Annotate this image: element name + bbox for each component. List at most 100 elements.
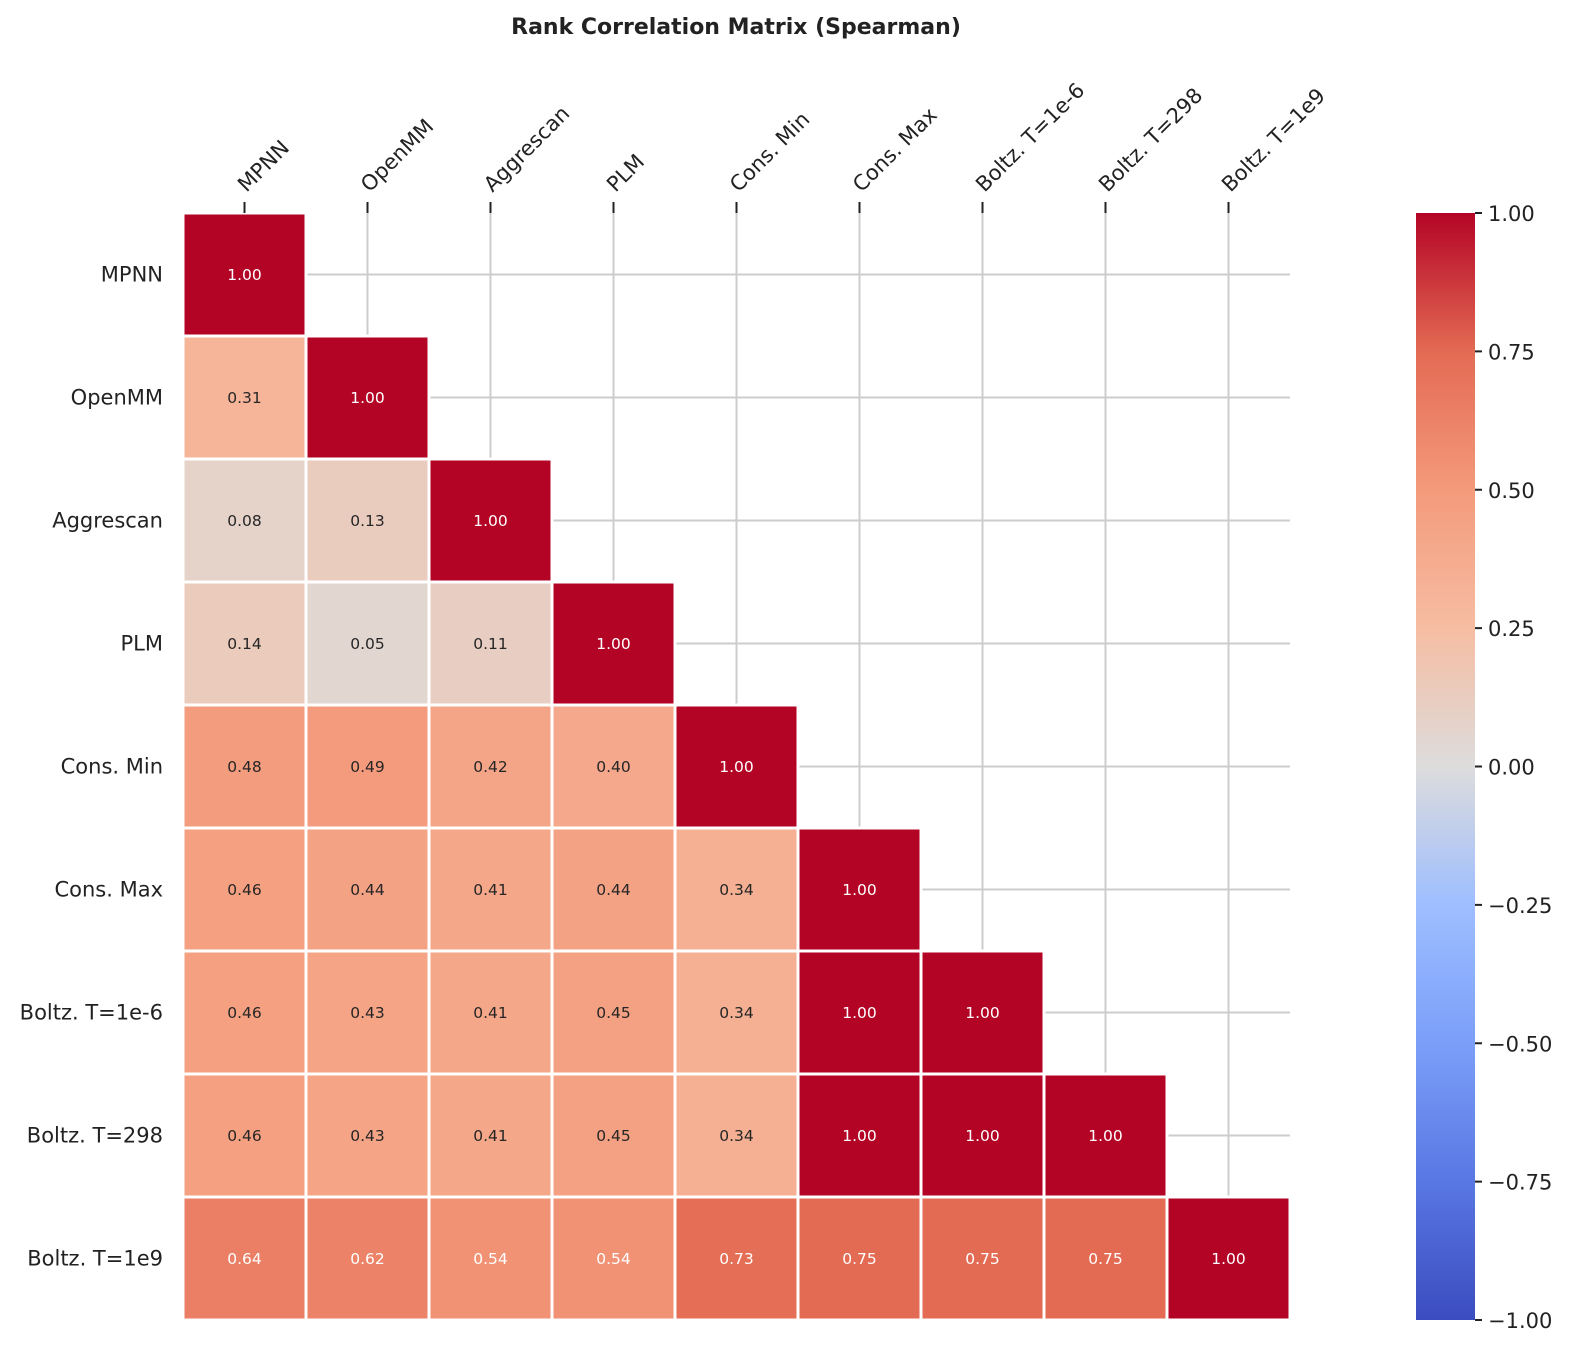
cell-value-label: 0.75	[842, 1250, 877, 1268]
cell-value-label: 0.41	[473, 1127, 508, 1145]
cell-value-label: 1.00	[473, 512, 508, 530]
heatmap-cell	[796, 1195, 923, 1322]
cell-value-label: 0.49	[350, 758, 385, 776]
heatmap-cell	[304, 1195, 431, 1322]
x-tick-label-openmm: OpenMM	[356, 114, 438, 196]
heatmap-cell	[673, 826, 800, 953]
heatmap-cell	[1165, 1195, 1292, 1322]
heatmap-cell	[304, 826, 431, 953]
cell-value-label: 0.45	[596, 1127, 631, 1145]
y-tick-label-boltz-t-298: Boltz. T=298	[27, 1124, 163, 1148]
cell-value-label: 0.64	[227, 1250, 262, 1268]
cell-value-label: 1.00	[965, 1127, 1000, 1145]
heatmap-cell	[550, 580, 677, 707]
heatmap-cell	[304, 457, 431, 584]
cell-value-label: 1.00	[227, 266, 262, 284]
colorbar-tick-label: 0.75	[1488, 340, 1535, 364]
heatmap-cell	[673, 1195, 800, 1322]
cell-value-label: 0.43	[350, 1127, 385, 1145]
heatmap-cell	[181, 949, 308, 1076]
cell-value-label: 0.46	[227, 1004, 262, 1022]
heatmap-cell	[673, 703, 800, 830]
x-tick-label-mpnn: MPNN	[233, 136, 294, 197]
cell-value-label: 1.00	[965, 1004, 1000, 1022]
cell-value-label: 1.00	[842, 1004, 877, 1022]
cell-value-label: 0.34	[719, 1004, 754, 1022]
cell-value-label: 0.14	[227, 635, 262, 653]
cell-value-label: 1.00	[842, 1127, 877, 1145]
y-tick-label-boltz-t-1e9: Boltz. T=1e9	[27, 1247, 163, 1271]
colorbar-tick-label: −1.00	[1488, 1309, 1552, 1333]
cell-value-label: 1.00	[350, 389, 385, 407]
cell-value-label: 0.73	[719, 1250, 754, 1268]
colorbar-tick-label: 1.00	[1488, 202, 1535, 226]
cell-value-label: 0.41	[473, 881, 508, 899]
heatmap-cell	[550, 949, 677, 1076]
x-tick-label-aggrescan: Aggrescan	[479, 101, 574, 196]
colorbar-tick-label: −0.25	[1488, 894, 1552, 918]
y-tick-label-plm: PLM	[121, 632, 163, 656]
heatmap-cell	[796, 1072, 923, 1199]
heatmap-cell	[427, 1195, 554, 1322]
cell-value-label: 0.13	[350, 512, 385, 530]
heatmap-cell	[550, 1195, 677, 1322]
heatmap-cell	[427, 949, 554, 1076]
cell-value-label: 0.45	[596, 1004, 631, 1022]
heatmap-cell	[181, 334, 308, 461]
colorbar-tick-label: 0.50	[1488, 479, 1535, 503]
heatmap-cell	[304, 334, 431, 461]
cell-value-label: 0.41	[473, 1004, 508, 1022]
cell-value-label: 0.42	[473, 758, 508, 776]
cell-value-label: 0.54	[473, 1250, 508, 1268]
y-tick-label-cons-max: Cons. Max	[54, 878, 163, 902]
cell-value-label: 0.54	[596, 1250, 631, 1268]
y-tick-label-openmm: OpenMM	[71, 386, 163, 410]
cell-value-label: 0.43	[350, 1004, 385, 1022]
heatmap-cell	[1042, 1072, 1169, 1199]
heatmap-cell	[427, 1072, 554, 1199]
cell-value-label: 0.75	[965, 1250, 1000, 1268]
heatmap-cell	[304, 949, 431, 1076]
heatmap-cell	[919, 1072, 1046, 1199]
heatmap-cell	[181, 703, 308, 830]
heatmap-cell	[181, 826, 308, 953]
y-tick-label-mpnn: MPNN	[101, 263, 163, 287]
cell-value-label: 0.31	[227, 389, 262, 407]
heatmap-cell	[181, 1195, 308, 1322]
colorbar-tick-label: −0.50	[1488, 1032, 1552, 1056]
cell-value-label: 1.00	[1211, 1250, 1246, 1268]
y-tick-label-aggrescan: Aggrescan	[52, 509, 163, 533]
x-tick-label-boltz-t-1e-6: Boltz. T=1e-6	[971, 78, 1089, 196]
cell-value-label: 0.08	[227, 512, 262, 530]
x-axis: MPNN OpenMM Aggrescan PLM Cons. Min Cons. Max…	[233, 78, 1330, 213]
colorbar: 1.00 0.75 0.50 0.25 0.00 −0.25 −0.50 −0.75 −1.00	[1416, 202, 1552, 1333]
x-tick-label-cons-min: Cons. Min	[725, 107, 814, 196]
colorbar-gradient	[1416, 213, 1475, 1320]
colorbar-tick-label: 0.25	[1488, 617, 1535, 641]
x-tick-label-cons-max: Cons. Max	[848, 103, 942, 197]
cell-value-label: 0.44	[350, 881, 385, 899]
heatmap-cell	[673, 949, 800, 1076]
x-tick-label-plm: PLM	[602, 150, 649, 197]
y-tick-label-cons-min: Cons. Min	[61, 755, 163, 779]
cell-value-label: 0.11	[473, 635, 508, 653]
cell-value-label: 1.00	[719, 758, 754, 776]
heatmap-cell	[1042, 1195, 1169, 1322]
cell-value-label: 0.34	[719, 1127, 754, 1145]
heatmap-cell	[550, 826, 677, 953]
cell-value-label: 0.46	[227, 1127, 262, 1145]
colorbar-tick-label: −0.75	[1488, 1171, 1552, 1195]
cell-value-label: 0.48	[227, 758, 262, 776]
cell-value-label: 0.46	[227, 881, 262, 899]
cell-value-label: 0.34	[719, 881, 754, 899]
heatmap-cell	[181, 457, 308, 584]
y-axis: MPNN OpenMM Aggrescan PLM Cons. Min Cons. Max…	[20, 263, 163, 1271]
cell-value-label: 0.62	[350, 1250, 385, 1268]
cell-value-label: 1.00	[842, 881, 877, 899]
cell-value-label: 0.75	[1088, 1250, 1123, 1268]
x-tick-label-boltz-t-1e9: Boltz. T=1e9	[1217, 84, 1330, 197]
cell-value-label: 1.00	[1088, 1127, 1123, 1145]
cell-value-label: 0.40	[596, 758, 631, 776]
heatmap-cell	[550, 703, 677, 830]
